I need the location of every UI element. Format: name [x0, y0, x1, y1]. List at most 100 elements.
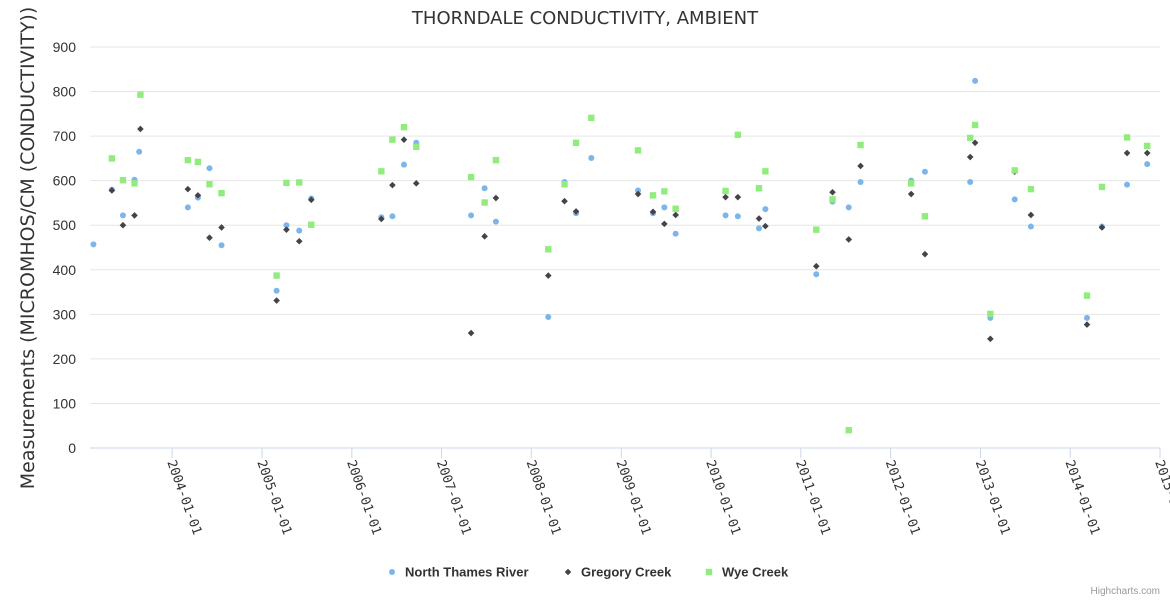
- data-point[interactable]: [812, 262, 820, 270]
- data-point[interactable]: [283, 222, 290, 229]
- data-point[interactable]: [1124, 181, 1131, 188]
- data-point[interactable]: [131, 212, 138, 219]
- data-point[interactable]: [561, 197, 568, 205]
- legend-item[interactable]: Gregory Creek: [564, 565, 672, 580]
- data-point[interactable]: [813, 226, 820, 233]
- data-point[interactable]: [734, 131, 742, 138]
- data-point[interactable]: [661, 220, 668, 228]
- legend-symbol[interactable]: [389, 569, 395, 575]
- data-point[interactable]: [813, 271, 820, 278]
- data-point[interactable]: [378, 215, 385, 223]
- data-point[interactable]: [921, 250, 929, 258]
- data-point[interactable]: [672, 211, 679, 219]
- data-point[interactable]: [283, 179, 290, 187]
- data-point[interactable]: [1144, 142, 1151, 150]
- data-point[interactable]: [907, 180, 915, 187]
- data-point[interactable]: [119, 212, 126, 219]
- data-point[interactable]: [1027, 223, 1034, 230]
- data-point[interactable]: [1083, 314, 1090, 321]
- data-point[interactable]: [218, 242, 225, 249]
- data-point[interactable]: [1123, 149, 1131, 157]
- data-point[interactable]: [845, 204, 852, 211]
- data-point[interactable]: [283, 226, 290, 233]
- data-point[interactable]: [119, 177, 127, 184]
- data-point[interactable]: [987, 310, 994, 318]
- data-point[interactable]: [661, 204, 668, 211]
- data-point[interactable]: [561, 181, 568, 188]
- data-point[interactable]: [194, 158, 202, 166]
- data-point[interactable]: [971, 139, 979, 147]
- data-point[interactable]: [755, 215, 763, 222]
- data-point[interactable]: [734, 193, 742, 201]
- data-point[interactable]: [545, 314, 552, 321]
- data-point[interactable]: [308, 221, 315, 228]
- data-point[interactable]: [218, 224, 225, 231]
- data-point[interactable]: [661, 188, 668, 195]
- data-point[interactable]: [481, 199, 488, 206]
- data-point[interactable]: [194, 192, 202, 199]
- data-point[interactable]: [971, 121, 979, 129]
- data-point[interactable]: [400, 136, 408, 143]
- data-point[interactable]: [296, 227, 303, 234]
- data-point[interactable]: [672, 230, 679, 237]
- data-point[interactable]: [921, 213, 929, 220]
- data-point[interactable]: [119, 221, 127, 229]
- data-point[interactable]: [987, 335, 994, 343]
- data-point[interactable]: [649, 192, 657, 199]
- data-point[interactable]: [206, 234, 213, 241]
- data-point[interactable]: [907, 190, 915, 198]
- data-point[interactable]: [635, 187, 642, 194]
- data-point[interactable]: [762, 222, 769, 230]
- data-point[interactable]: [206, 181, 213, 188]
- data-point[interactable]: [492, 194, 500, 202]
- data-point[interactable]: [389, 213, 396, 220]
- data-point[interactable]: [218, 189, 225, 197]
- data-point[interactable]: [672, 205, 679, 212]
- data-point[interactable]: [413, 143, 420, 151]
- data-point[interactable]: [1011, 167, 1018, 174]
- data-point[interactable]: [481, 185, 488, 192]
- data-point[interactable]: [722, 187, 729, 195]
- data-point[interactable]: [1098, 183, 1106, 191]
- data-point[interactable]: [857, 179, 864, 186]
- data-point[interactable]: [1083, 292, 1091, 299]
- data-point[interactable]: [734, 213, 741, 220]
- data-point[interactable]: [492, 218, 499, 225]
- data-point[interactable]: [1143, 149, 1151, 157]
- data-point[interactable]: [634, 147, 642, 154]
- data-point[interactable]: [389, 136, 396, 143]
- data-point[interactable]: [1083, 321, 1091, 328]
- data-point[interactable]: [273, 287, 280, 294]
- data-point[interactable]: [649, 208, 657, 216]
- legend-item[interactable]: Wye Creek: [705, 565, 789, 580]
- data-point[interactable]: [921, 168, 928, 175]
- data-point[interactable]: [400, 124, 408, 131]
- legend-symbol[interactable]: [705, 568, 713, 576]
- data-point[interactable]: [544, 272, 552, 279]
- credits-link[interactable]: Highcharts.com: [1091, 586, 1160, 597]
- data-point[interactable]: [136, 148, 143, 155]
- data-point[interactable]: [1011, 196, 1018, 203]
- data-point[interactable]: [400, 161, 407, 168]
- data-point[interactable]: [755, 225, 762, 232]
- data-point[interactable]: [634, 190, 642, 198]
- data-point[interactable]: [857, 141, 864, 149]
- data-point[interactable]: [131, 180, 138, 187]
- data-point[interactable]: [184, 185, 192, 193]
- data-point[interactable]: [389, 181, 396, 189]
- data-point[interactable]: [90, 241, 97, 248]
- data-point[interactable]: [972, 77, 979, 84]
- data-point[interactable]: [108, 155, 116, 162]
- data-point[interactable]: [307, 196, 315, 204]
- data-point[interactable]: [273, 297, 280, 304]
- data-point[interactable]: [845, 426, 852, 434]
- data-point[interactable]: [1098, 224, 1106, 231]
- data-point[interactable]: [1144, 161, 1151, 168]
- data-point[interactable]: [273, 272, 280, 279]
- data-point[interactable]: [967, 179, 974, 186]
- data-point[interactable]: [829, 188, 836, 196]
- data-point[interactable]: [206, 165, 213, 172]
- data-point[interactable]: [296, 179, 303, 186]
- data-point[interactable]: [755, 185, 763, 192]
- data-point[interactable]: [184, 204, 191, 211]
